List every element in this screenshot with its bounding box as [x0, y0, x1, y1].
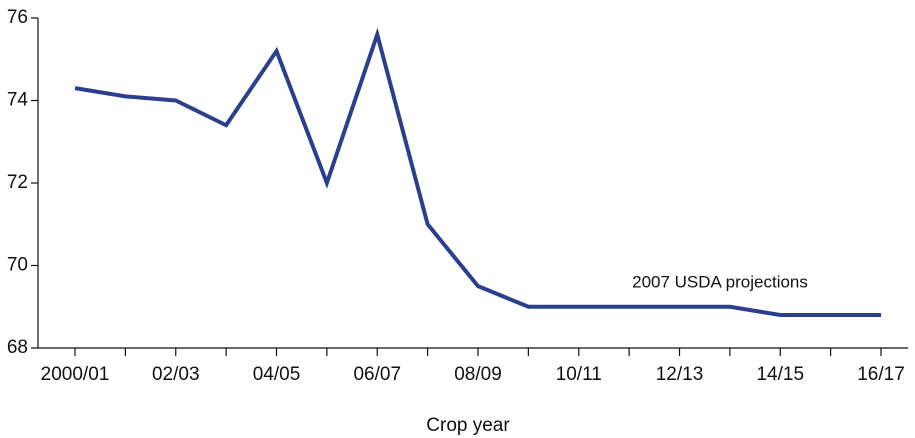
x-tick-label: 12/13 — [656, 364, 704, 385]
x-tick-label: 06/07 — [353, 364, 401, 385]
y-tick-label: 76 — [7, 7, 28, 28]
x-tick-label: 2000/01 — [41, 364, 110, 385]
x-tick-label: 14/15 — [756, 364, 804, 385]
x-tick-label: 10/11 — [556, 364, 602, 385]
x-tick-label: 08/09 — [454, 364, 502, 385]
y-tick-label: 68 — [7, 337, 28, 358]
y-tick-label: 70 — [7, 255, 28, 276]
x-tick-label: 02/03 — [152, 364, 200, 385]
x-axis-label: Crop year — [426, 415, 510, 436]
annotation: 2007 USDA projections — [632, 272, 808, 291]
data-line — [74, 27, 881, 317]
x-tick-label: 04/05 — [253, 364, 301, 385]
y-tick-label: 74 — [7, 90, 29, 111]
y-tick-label: 72 — [7, 172, 28, 193]
x-tick-label: 16/17 — [857, 364, 905, 385]
